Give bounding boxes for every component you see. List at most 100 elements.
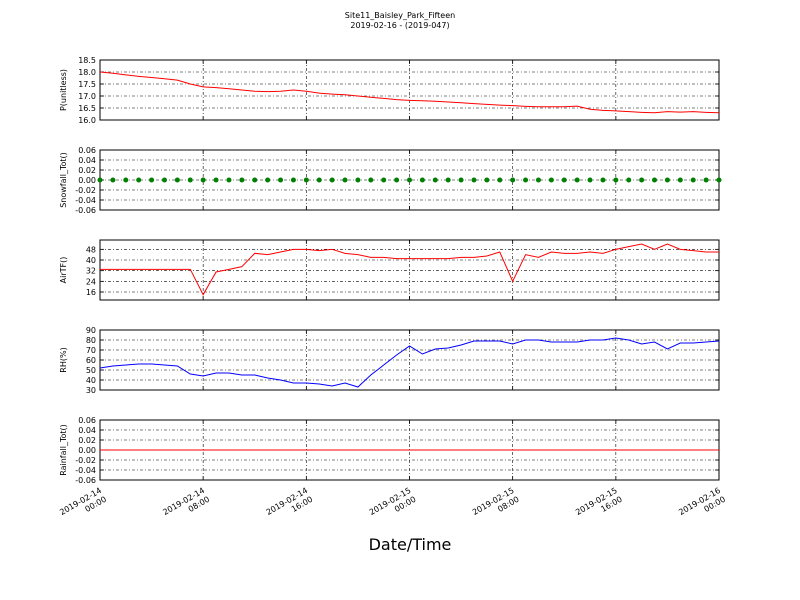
series-point bbox=[716, 177, 722, 183]
series-point bbox=[278, 177, 284, 183]
series-point bbox=[703, 177, 709, 183]
series-point bbox=[136, 177, 142, 183]
series-point bbox=[523, 177, 529, 183]
series-point bbox=[639, 177, 645, 183]
series-point bbox=[458, 177, 464, 183]
x-tick-label: 2019-02-1600:00 bbox=[677, 486, 727, 526]
series-point bbox=[290, 177, 296, 183]
series-point bbox=[161, 177, 167, 183]
y-tick-label: 40 bbox=[86, 256, 96, 265]
y-tick-label: 50 bbox=[86, 366, 96, 375]
series-point bbox=[626, 177, 632, 183]
series-point bbox=[265, 177, 271, 183]
y-tick-label: 0.00 bbox=[78, 446, 96, 455]
series-point bbox=[664, 177, 670, 183]
series-point bbox=[394, 177, 400, 183]
y-tick-label: 0.00 bbox=[78, 176, 96, 185]
series-point bbox=[652, 177, 658, 183]
series-point bbox=[329, 177, 335, 183]
series-point bbox=[510, 177, 516, 183]
y-tick-label: -0.06 bbox=[75, 476, 96, 485]
series-point bbox=[419, 177, 425, 183]
series-point bbox=[174, 177, 180, 183]
series-point bbox=[187, 177, 193, 183]
series-point bbox=[97, 177, 103, 183]
x-tick-label: 2019-02-1400:00 bbox=[58, 486, 108, 526]
y-axis-label: Snowfall_Tot() bbox=[59, 152, 68, 208]
series-point bbox=[587, 177, 593, 183]
x-tick-label: 2019-02-1508:00 bbox=[471, 486, 521, 526]
series-point bbox=[239, 177, 245, 183]
series-line bbox=[99, 337, 720, 388]
y-axis-label: AirTF() bbox=[59, 257, 68, 284]
series-point bbox=[548, 177, 554, 183]
series-line bbox=[99, 71, 720, 114]
series-point bbox=[123, 177, 129, 183]
series-point bbox=[432, 177, 438, 183]
title: Site11_Baisley_Park_Fifteen bbox=[345, 11, 455, 20]
y-tick-label: 18.5 bbox=[78, 56, 96, 65]
y-tick-label: 32 bbox=[86, 267, 96, 276]
plot-frame bbox=[99, 59, 720, 121]
y-tick-label: 90 bbox=[86, 326, 96, 335]
y-tick-label: 17.5 bbox=[78, 80, 96, 89]
series-line bbox=[100, 243, 719, 296]
series-point bbox=[471, 177, 477, 183]
y-tick-label: 80 bbox=[86, 336, 96, 345]
y-tick-label: 16 bbox=[86, 288, 96, 297]
y-tick-label: 40 bbox=[86, 376, 96, 385]
y-tick-label: -0.04 bbox=[75, 196, 96, 205]
series-point bbox=[381, 177, 387, 183]
series-point bbox=[355, 177, 361, 183]
series-point bbox=[200, 177, 206, 183]
series-point bbox=[368, 177, 374, 183]
series-point bbox=[677, 177, 683, 183]
y-axis-label: Rainfall_Tot() bbox=[59, 424, 68, 476]
plot-frame bbox=[99, 239, 720, 301]
series-point bbox=[445, 177, 451, 183]
y-tick-label: 0.02 bbox=[78, 166, 96, 175]
y-tick-label: 17.0 bbox=[78, 92, 96, 101]
y-axis-label: RH(%) bbox=[59, 347, 68, 372]
series-point bbox=[484, 177, 490, 183]
y-tick-label: 48 bbox=[86, 245, 96, 254]
y-tick-label: -0.02 bbox=[75, 186, 96, 195]
subtitle: 2019-02-16 - (2019-047) bbox=[350, 21, 449, 30]
y-tick-label: 0.06 bbox=[78, 146, 96, 155]
series-point bbox=[535, 177, 541, 183]
y-tick-label: 16.0 bbox=[78, 116, 96, 125]
y-tick-label: 16.5 bbox=[78, 104, 96, 113]
series-point bbox=[561, 177, 567, 183]
y-tick-label: 0.02 bbox=[78, 436, 96, 445]
x-tick-label: 2019-02-1408:00 bbox=[161, 486, 211, 526]
y-tick-label: -0.06 bbox=[75, 206, 96, 215]
y-axis-label: P(unitless) bbox=[59, 69, 68, 111]
series-point bbox=[252, 177, 258, 183]
x-tick-label: 2019-02-1516:00 bbox=[574, 486, 624, 526]
y-tick-label: -0.04 bbox=[75, 466, 96, 475]
series-point bbox=[342, 177, 348, 183]
y-tick-label: 0.06 bbox=[78, 416, 96, 425]
series-point bbox=[316, 177, 322, 183]
y-tick-label: -0.02 bbox=[75, 456, 96, 465]
y-tick-label: 0.04 bbox=[78, 426, 96, 435]
series-point bbox=[303, 177, 309, 183]
plot-frame bbox=[99, 329, 720, 391]
series-point bbox=[407, 177, 412, 183]
series-point bbox=[600, 177, 606, 183]
series-point bbox=[613, 177, 619, 183]
series-point bbox=[226, 177, 232, 183]
y-tick-label: 0.04 bbox=[78, 156, 96, 165]
series-point bbox=[574, 177, 580, 183]
y-tick-label: 18.0 bbox=[78, 68, 96, 77]
series-point bbox=[149, 177, 155, 183]
y-tick-label: 30 bbox=[86, 386, 96, 395]
y-tick-label: 70 bbox=[86, 346, 96, 355]
series-point bbox=[213, 177, 219, 183]
y-tick-label: 60 bbox=[86, 356, 96, 365]
series-point bbox=[497, 177, 503, 183]
x-tick-label: 2019-02-1500:00 bbox=[368, 486, 418, 526]
y-tick-label: 24 bbox=[86, 277, 96, 286]
series-point bbox=[110, 177, 116, 183]
